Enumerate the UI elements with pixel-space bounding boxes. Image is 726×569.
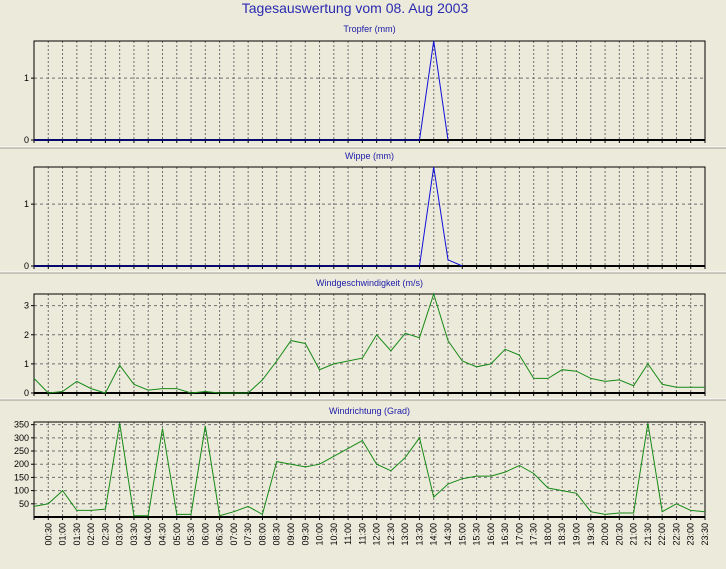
panel-4: Windrichtung (Grad) 50 100 150 200 250 300 350 — [14, 406, 706, 520]
y-tick-label: 1 — [24, 359, 29, 369]
x-tick-label: 11:00 — [343, 523, 353, 545]
x-tick-label: 07:30 — [243, 523, 253, 546]
panel-2: Wippe (mm) 0 1 — [0, 151, 726, 274]
y-tick-label: 1 — [24, 199, 29, 209]
y-tick-label: 3 — [24, 301, 29, 311]
x-tick-label: 13:30 — [414, 523, 424, 546]
x-tick-label: 00:30 — [43, 523, 53, 546]
x-tick-label: 17:00 — [514, 523, 524, 546]
plot-area — [34, 294, 705, 393]
x-tick-label: 14:00 — [429, 523, 439, 546]
x-tick-label: 18:00 — [543, 523, 553, 546]
y-tick-label: 50 — [19, 499, 29, 509]
x-tick-label: 04:00 — [143, 523, 153, 546]
series-line — [34, 40, 449, 141]
x-tick-label: 15:00 — [457, 523, 467, 546]
x-tick-label: 10:30 — [329, 523, 339, 546]
x-tick-label: 21:00 — [629, 523, 639, 546]
x-tick-label: 06:30 — [215, 523, 225, 546]
x-tick-label: 04:30 — [157, 523, 167, 546]
y-tick-label: 350 — [14, 420, 29, 430]
panel-title: Tropfer (mm) — [343, 24, 395, 34]
panel-title: Wippe (mm) — [345, 151, 394, 161]
x-tick-label: 02:30 — [100, 523, 110, 546]
x-tick-label: 07:00 — [229, 523, 239, 546]
x-tick-label: 22:00 — [657, 523, 667, 546]
series-line — [33, 423, 706, 517]
x-tick-label: 13:00 — [400, 523, 410, 546]
plot-area — [34, 422, 705, 517]
plot-area — [34, 41, 705, 140]
x-tick-label: 01:00 — [58, 523, 68, 546]
y-tick-label: 0 — [24, 261, 29, 271]
x-tick-label: 08:30 — [272, 523, 282, 546]
x-tick-label: 19:00 — [572, 523, 582, 546]
series-line — [33, 292, 705, 394]
x-tick-label: 18:30 — [557, 523, 567, 546]
x-tick-label: 09:00 — [286, 523, 296, 546]
y-tick-label: 0 — [24, 388, 29, 398]
panel-3: Windgeschwindigkeit (m/s) 0 1 2 3 — [0, 278, 726, 401]
x-tick-label: 15:30 — [472, 523, 482, 546]
x-tick-label: 05:00 — [172, 523, 182, 546]
y-tick-label: 150 — [14, 472, 29, 482]
x-tick-label: 16:00 — [486, 523, 496, 546]
x-tick-label: 22:30 — [671, 523, 681, 546]
x-tick-label: 16:30 — [500, 523, 510, 546]
panel-title: Windrichtung (Grad) — [329, 406, 410, 416]
panel-title: Windgeschwindigkeit (m/s) — [316, 278, 423, 288]
x-tick-label: 06:00 — [200, 523, 210, 546]
x-tick-label: 09:30 — [300, 523, 310, 546]
x-tick-label: 10:00 — [315, 523, 325, 546]
x-tick-label: 23:30 — [700, 523, 710, 546]
x-tick-label: 02:00 — [86, 523, 96, 546]
plot-area — [34, 167, 705, 266]
x-tick-label: 21:30 — [643, 523, 653, 546]
y-tick-label: 0 — [24, 135, 29, 145]
x-tick-label: 08:00 — [257, 523, 267, 546]
x-tick-label: 11:30 — [357, 523, 367, 545]
main-title: Tagesauswertung vom 08. Aug 2003 — [242, 0, 469, 16]
x-tick-label: 12:30 — [386, 523, 396, 546]
x-tick-label: 03:30 — [129, 523, 139, 546]
x-tick-label: 14:30 — [443, 523, 453, 546]
y-tick-label: 300 — [14, 433, 29, 443]
y-tick-label: 250 — [14, 446, 29, 456]
x-tick-label: 17:30 — [529, 523, 539, 546]
y-tick-label: 100 — [14, 486, 29, 496]
y-tick-label: 1 — [24, 73, 29, 83]
x-tick-label: 12:00 — [372, 523, 382, 546]
x-tick-label: 20:30 — [614, 523, 624, 546]
x-tick-label: 03:00 — [115, 523, 125, 546]
x-tick-label: 20:00 — [600, 523, 610, 546]
x-tick-label: 01:30 — [72, 523, 82, 546]
x-tick-label: 23:00 — [686, 523, 696, 546]
x-tick-label: 19:30 — [586, 523, 596, 546]
y-tick-label: 200 — [14, 459, 29, 469]
panel-1: Tropfer (mm) 0 1 — [0, 24, 726, 149]
y-tick-label: 2 — [24, 330, 29, 340]
series-line — [34, 166, 463, 267]
x-tick-label: 05:30 — [186, 523, 196, 546]
